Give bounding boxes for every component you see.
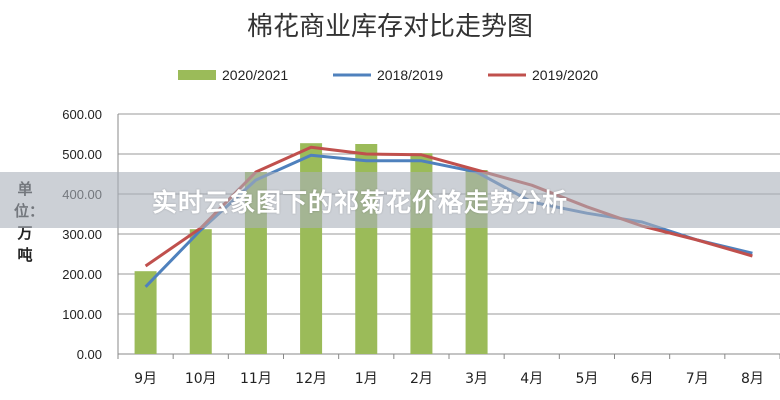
chart-title: 棉花商业库存对比走势图 — [246, 12, 533, 42]
legend-swatch — [178, 70, 216, 80]
y-tick-label: 500.00 — [62, 147, 102, 162]
y-tick-label: 100.00 — [62, 307, 102, 322]
x-tick-label: 9月 — [134, 371, 157, 387]
legend-label: 2019/2020 — [532, 67, 598, 83]
x-tick-label: 1月 — [355, 371, 378, 387]
x-tick-label: 4月 — [520, 371, 543, 387]
x-tick-label: 5月 — [575, 371, 598, 387]
x-tick-label: 12月 — [295, 371, 327, 387]
x-tick-label: 2月 — [410, 371, 433, 387]
y-tick-label: 200.00 — [62, 267, 102, 282]
legend-label: 2018/2019 — [377, 67, 443, 83]
x-tick-label: 3月 — [465, 371, 488, 387]
legend-label: 2020/2021 — [222, 67, 288, 83]
x-tick-label: 11月 — [240, 371, 272, 387]
bar-2020/2021 — [134, 271, 157, 354]
y-tick-label: 600.00 — [62, 107, 102, 122]
y-tick-label: 300.00 — [62, 227, 102, 242]
x-tick-label: 10月 — [185, 371, 217, 387]
x-tick-label: 8月 — [741, 371, 764, 387]
bar-2020/2021 — [189, 229, 212, 354]
y-tick-label: 0.00 — [77, 347, 102, 362]
x-tick-label: 7月 — [686, 371, 709, 387]
x-tick-label: 6月 — [631, 371, 654, 387]
banner-text: 实时云象图下的祁菊花价格走势分析 — [152, 188, 569, 217]
overlay-banner: 实时云象图下的祁菊花价格走势分析 — [0, 172, 780, 228]
